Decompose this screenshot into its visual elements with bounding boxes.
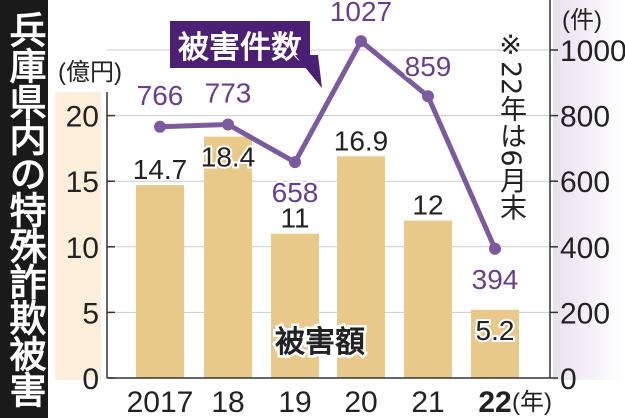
line-label: 773 <box>205 77 252 108</box>
bar-label: 11 <box>280 203 309 234</box>
bar-label: 5.2 <box>476 315 515 346</box>
bar-20 <box>337 156 385 378</box>
left-tick-label: 20 <box>66 101 99 134</box>
right-tick-label: 200 <box>560 297 610 330</box>
line-label: 658 <box>272 177 319 208</box>
chart-title: 兵庫県内の特殊詐欺被害 <box>0 0 48 418</box>
left-tick-label: 10 <box>66 232 99 265</box>
bar-18 <box>204 136 252 378</box>
line-point-20 <box>355 35 367 48</box>
bar-label: 14.7 <box>133 154 188 185</box>
left-axis-band <box>55 92 101 380</box>
line-series <box>159 38 498 250</box>
line-point-19 <box>289 156 301 169</box>
line-point-22 <box>489 242 501 255</box>
bar-21 <box>404 220 452 378</box>
right-tick-label: 600 <box>560 166 610 199</box>
line-point-2017 <box>154 120 166 133</box>
x-tick-label: 21 <box>411 386 444 418</box>
right-tick-label: 1000 <box>560 35 625 68</box>
left-tick-label: 5 <box>82 297 99 330</box>
line-label: 394 <box>472 264 519 295</box>
bar-label: 12 <box>412 190 443 221</box>
left-tick-label: 0 <box>82 363 99 396</box>
right-tick-label: 0 <box>560 363 577 396</box>
bar-2017 <box>136 185 184 378</box>
x-tick-label: 22 <box>478 386 511 418</box>
x-tick-label: 19 <box>278 386 311 418</box>
right-tick-label: 800 <box>560 101 610 134</box>
right-axis-unit: (件) <box>562 7 602 34</box>
x-tick-label: 20 <box>344 386 377 418</box>
bar-series-label: 被害額 <box>275 326 365 359</box>
bar-19 <box>271 233 319 378</box>
note: ※22年は6月末 <box>495 30 526 221</box>
right-axis-band <box>553 0 625 380</box>
x-axis-unit: (年) <box>512 389 552 416</box>
left-tick-label: 15 <box>66 166 99 199</box>
legend-line-label: 被害件数 <box>170 21 310 68</box>
line-label: 859 <box>405 51 452 82</box>
line-point-21 <box>422 90 434 103</box>
x-tick-label: 2017 <box>127 386 194 418</box>
line-point-18 <box>222 118 234 131</box>
bar-label: 16.9 <box>334 125 389 156</box>
left-axis-unit: (億円) <box>58 59 122 86</box>
line-label: 766 <box>137 80 184 111</box>
bar-label: 18.4 <box>201 142 256 173</box>
right-tick-label: 400 <box>560 232 610 265</box>
line-label: 1027 <box>330 0 392 27</box>
x-tick-label: 18 <box>211 386 244 418</box>
bar-22 <box>471 309 519 378</box>
